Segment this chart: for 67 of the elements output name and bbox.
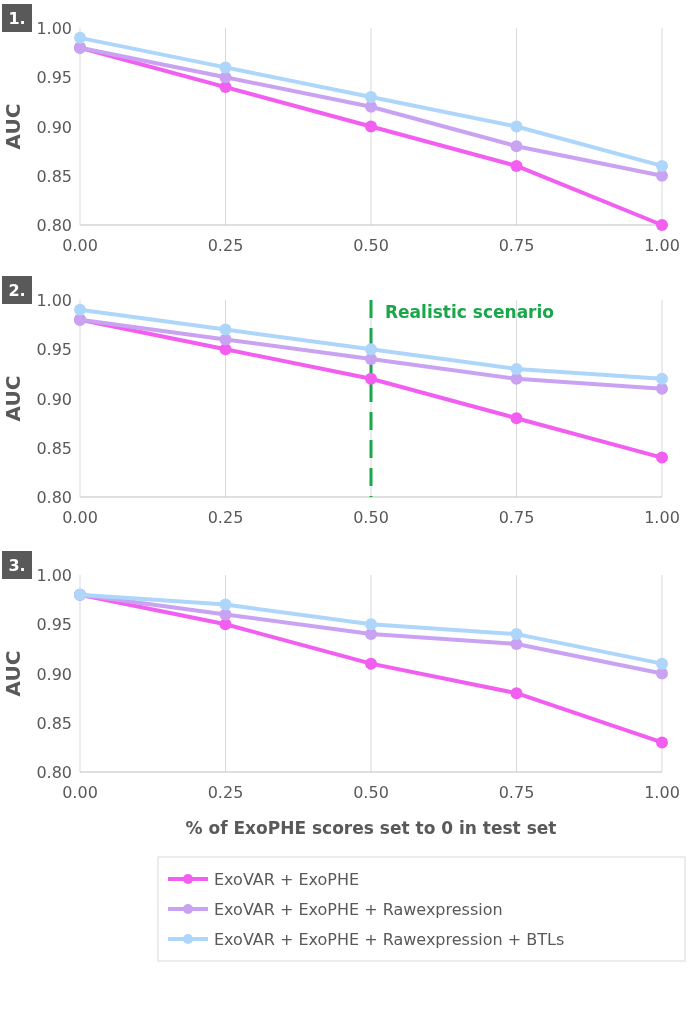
y-tick-label: 1.00 <box>36 566 72 585</box>
x-tick-label: 0.00 <box>62 783 98 802</box>
x-tick-label: 0.00 <box>62 236 98 255</box>
x-tick-label: 0.25 <box>207 236 244 255</box>
y-tick-label: 0.85 <box>36 166 72 186</box>
x-tick-label: 0.00 <box>62 508 98 527</box>
x-tick-label: 0.50 <box>353 783 389 802</box>
y-axis-title: AUC <box>1 375 25 422</box>
point <box>510 140 523 153</box>
y-tick-label: 0.85 <box>36 438 72 458</box>
chart-title: 2. <box>8 281 26 300</box>
point <box>74 303 86 316</box>
y-tick-label: 0.95 <box>36 68 72 88</box>
chart-title: 1. <box>8 9 26 28</box>
point <box>656 657 668 670</box>
point <box>510 120 523 133</box>
x-tick-label: 0.75 <box>498 783 535 802</box>
y-tick-label: 0.85 <box>36 713 72 733</box>
point <box>365 343 377 356</box>
y-tick-label: 0.90 <box>36 664 72 684</box>
x-tick-label: 1.00 <box>644 236 680 255</box>
point <box>365 90 377 103</box>
y-tick-label: 1.00 <box>36 19 72 38</box>
y-tick-label: 0.90 <box>36 117 72 137</box>
point <box>656 451 668 464</box>
point <box>510 412 523 425</box>
y-axis-title: AUC <box>1 103 25 150</box>
x-tick-label: 0.75 <box>498 236 535 255</box>
point <box>656 219 668 231</box>
legend-label: ExoVAR + ExoPHE + Rawexpression + BTLs <box>214 930 565 949</box>
x-axis-title: % of ExoPHE scores set to 0 in test set <box>185 818 557 838</box>
x-tick-label: 0.75 <box>498 508 535 527</box>
y-tick-label: 0.95 <box>36 340 72 360</box>
point <box>656 159 668 172</box>
legend-label: ExoVAR + ExoPHE <box>214 870 360 889</box>
x-tick-label: 0.25 <box>207 508 244 527</box>
x-tick-label: 0.50 <box>353 508 389 527</box>
point <box>365 372 377 385</box>
x-tick-label: 1.00 <box>644 508 680 527</box>
point <box>365 120 377 133</box>
legend-label: ExoVAR + ExoPHE + Rawexpression <box>214 900 503 919</box>
y-tick-label: 0.80 <box>36 216 72 235</box>
point <box>365 657 377 670</box>
y-tick-label: 0.80 <box>36 488 72 507</box>
ref-line-label: Realistic scenario <box>385 302 555 322</box>
y-tick-label: 0.90 <box>36 389 72 409</box>
point <box>656 372 668 385</box>
x-tick-label: 0.50 <box>353 236 389 255</box>
point <box>510 159 523 172</box>
point <box>656 736 668 749</box>
point <box>510 628 523 641</box>
y-axis-title: AUC <box>1 650 25 697</box>
y-tick-label: 0.80 <box>36 763 72 782</box>
point <box>365 618 377 631</box>
point <box>510 687 523 700</box>
y-tick-label: 1.00 <box>36 291 72 310</box>
point <box>219 598 232 611</box>
point <box>510 362 523 375</box>
point <box>365 628 377 641</box>
chart-title: 3. <box>8 556 26 575</box>
y-tick-label: 0.95 <box>36 615 72 635</box>
point <box>219 323 232 336</box>
point <box>365 353 377 366</box>
point <box>219 61 232 74</box>
point <box>74 31 86 44</box>
x-tick-label: 1.00 <box>644 783 680 802</box>
x-tick-label: 0.25 <box>207 783 244 802</box>
